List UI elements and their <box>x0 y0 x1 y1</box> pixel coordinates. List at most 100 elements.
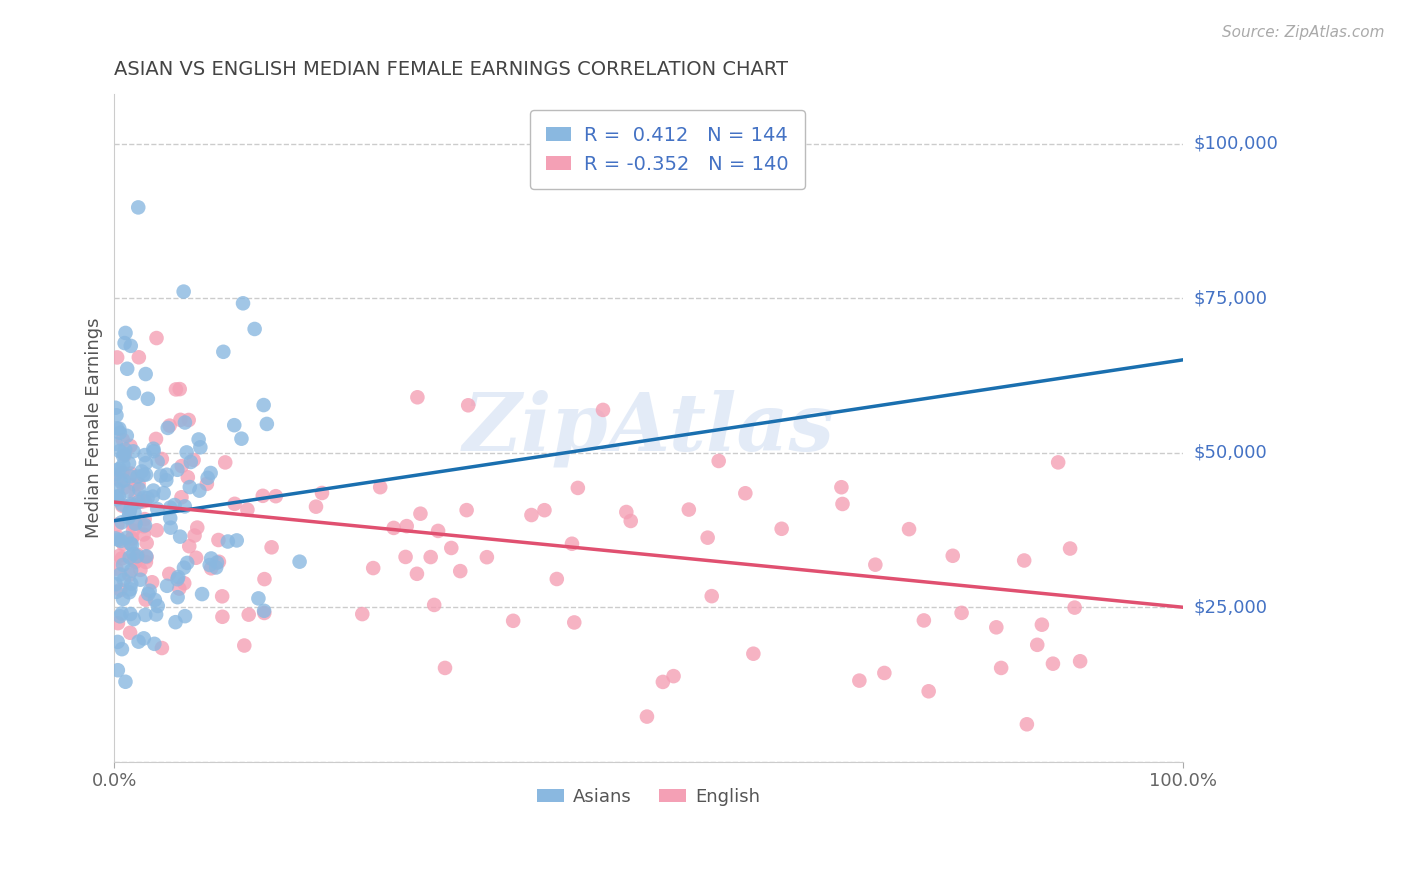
Point <box>169 530 191 544</box>
Point <box>112 558 135 572</box>
Point <box>108 444 131 458</box>
Point <box>256 417 278 431</box>
Point <box>124 555 146 569</box>
Point <box>734 486 756 500</box>
Point <box>742 647 765 661</box>
Point <box>898 522 921 536</box>
Point <box>118 550 141 565</box>
Point <box>105 492 128 507</box>
Point <box>169 413 191 427</box>
Point <box>614 505 637 519</box>
Point <box>156 467 179 482</box>
Point <box>121 497 143 511</box>
Point <box>104 490 127 504</box>
Point <box>105 482 128 496</box>
Point <box>112 537 135 551</box>
Point <box>135 467 157 482</box>
Point <box>111 466 134 480</box>
Point <box>142 490 165 504</box>
Point <box>107 635 129 649</box>
Point <box>120 499 142 513</box>
Point <box>118 585 141 599</box>
Point <box>110 533 132 548</box>
Point <box>120 467 142 481</box>
Point <box>395 519 418 533</box>
Point <box>129 563 152 577</box>
Point <box>156 579 179 593</box>
Point <box>112 481 135 495</box>
Point <box>831 497 853 511</box>
Point <box>117 484 139 499</box>
Point <box>135 456 157 470</box>
Point <box>224 418 246 433</box>
Point <box>848 673 870 688</box>
Point <box>132 519 155 533</box>
Point <box>986 620 1008 634</box>
Point <box>165 615 187 630</box>
Point <box>118 503 141 517</box>
Point <box>440 541 463 555</box>
Point <box>423 598 446 612</box>
Point <box>135 367 157 381</box>
Point <box>127 201 149 215</box>
Point <box>352 607 374 621</box>
Y-axis label: Median Female Earnings: Median Female Earnings <box>86 318 103 538</box>
Point <box>118 469 141 483</box>
Point <box>108 567 131 582</box>
Point <box>135 550 157 565</box>
Point <box>200 551 222 566</box>
Point <box>120 607 142 621</box>
Point <box>183 528 205 542</box>
Point <box>475 550 498 565</box>
Text: Source: ZipAtlas.com: Source: ZipAtlas.com <box>1222 25 1385 40</box>
Point <box>108 422 131 436</box>
Point <box>252 489 274 503</box>
Point <box>156 421 179 435</box>
Point <box>183 453 205 467</box>
Point <box>1069 654 1091 668</box>
Point <box>382 521 405 535</box>
Point <box>191 587 214 601</box>
Point <box>135 555 157 569</box>
Point <box>111 498 134 512</box>
Point <box>149 468 172 483</box>
Point <box>180 455 202 469</box>
Point <box>114 326 136 340</box>
Point <box>138 583 160 598</box>
Point <box>211 609 233 624</box>
Point <box>231 432 253 446</box>
Point <box>145 523 167 537</box>
Point <box>170 458 193 473</box>
Point <box>409 507 432 521</box>
Point <box>134 494 156 508</box>
Point <box>678 502 700 516</box>
Point <box>111 499 134 513</box>
Point <box>696 531 718 545</box>
Point <box>120 582 142 597</box>
Text: $50,000: $50,000 <box>1194 443 1267 462</box>
Point <box>122 386 145 401</box>
Point <box>188 483 211 498</box>
Point <box>150 452 173 467</box>
Point <box>520 508 543 522</box>
Point <box>1015 717 1038 731</box>
Point <box>122 612 145 626</box>
Point <box>150 640 173 655</box>
Point <box>207 533 229 547</box>
Point <box>110 582 132 597</box>
Point <box>115 361 138 376</box>
Point <box>406 566 429 581</box>
Point <box>142 483 165 498</box>
Point <box>233 639 256 653</box>
Point <box>111 551 134 566</box>
Point <box>110 475 132 489</box>
Text: $100,000: $100,000 <box>1194 135 1278 153</box>
Text: $75,000: $75,000 <box>1194 289 1268 307</box>
Point <box>120 625 142 640</box>
Point <box>134 518 156 533</box>
Point <box>118 506 141 520</box>
Text: ASIAN VS ENGLISH MEDIAN FEMALE EARNINGS CORRELATION CHART: ASIAN VS ENGLISH MEDIAN FEMALE EARNINGS … <box>114 60 789 78</box>
Text: ZipAtlas: ZipAtlas <box>463 389 835 467</box>
Point <box>1012 553 1035 567</box>
Point <box>141 575 163 590</box>
